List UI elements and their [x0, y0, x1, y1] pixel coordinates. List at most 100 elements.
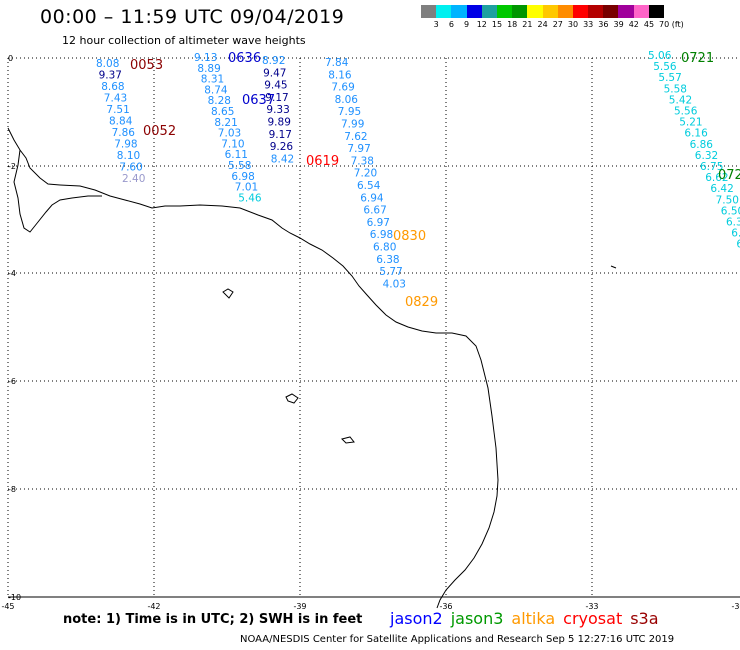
credit-footer: NOAA/NESDIS Center for Satellite Applica…: [240, 634, 675, 645]
wave-height-value: 6.62: [705, 172, 728, 184]
color-swatch: [421, 5, 437, 18]
y-tick-label: -8: [8, 485, 16, 494]
wave-height-value: 9.26: [270, 141, 294, 153]
wave-height-value: 7.01: [235, 182, 258, 194]
color-scale-label: 9: [464, 20, 470, 29]
footnote: note: 1) Time is in UTC; 2) SWH is in fe…: [63, 612, 363, 627]
color-scale-label: 3: [433, 20, 439, 29]
color-scale-bar: [421, 5, 664, 18]
wave-height-value: 6.86: [690, 139, 714, 151]
y-tick-label: -6: [8, 377, 16, 386]
wave-height-value: 6.32: [695, 150, 718, 162]
wave-height-value: 6.97: [367, 217, 390, 229]
color-scale-label: 15: [491, 20, 503, 29]
pass-times: 0053 0052 0636 0637 0619 0830 0829 0721 072: [130, 51, 740, 310]
wave-height-value: 8.84: [109, 116, 133, 128]
wave-height-value: 9.17: [265, 92, 288, 104]
wave-height-value: 2.40: [122, 173, 145, 185]
legend-item: jason3: [450, 609, 504, 628]
y-tick-label: -10: [8, 593, 21, 602]
color-swatch: [572, 5, 589, 18]
axis-ticks: -45 -42 -39 -36 -33 -30 0 -2 -4 -6 -8 -10: [1, 54, 740, 611]
map-subtitle: 12 hour collection of altimeter wave hei…: [62, 34, 306, 47]
wave-height-value: 5.57: [658, 72, 681, 84]
color-scale-label: 33: [583, 20, 594, 29]
wave-height-value: 6.94: [360, 192, 384, 204]
wave-height-value: 7.69: [331, 82, 354, 94]
wave-height-value: 6.98: [231, 171, 254, 183]
y-tick-label: -4: [8, 269, 16, 278]
pass-time-label: 0636: [228, 51, 261, 66]
pass-time-label: 0052: [143, 124, 176, 139]
island-3: [341, 436, 355, 444]
color-swatch: [466, 5, 482, 18]
wave-height-value: 7.95: [338, 106, 361, 118]
wave-height-value: 8.08: [96, 58, 119, 70]
wave-height-value: 6.80: [373, 242, 396, 254]
color-scale-label: 18: [507, 20, 518, 29]
color-swatch: [603, 5, 619, 18]
wave-height-value: 8.65: [211, 106, 234, 118]
wave-height-value: 6.67: [363, 205, 386, 217]
color-swatch: [436, 5, 452, 18]
wave-height-value: 5.21: [679, 117, 702, 129]
wave-height-value: 7.97: [347, 143, 370, 155]
color-swatch: [542, 5, 558, 18]
color-scale-label: 36: [598, 20, 609, 29]
color-scale-label: 39: [613, 20, 624, 29]
color-scale-label: 24: [537, 20, 548, 29]
x-tick-label: -39: [293, 602, 306, 611]
wave-height-value: 9.47: [263, 67, 286, 79]
pass-time-label: 0721: [681, 51, 714, 66]
wave-height-value: 6.16: [684, 128, 708, 140]
pass-time-label: 0829: [405, 295, 438, 310]
color-scale-label: 21: [522, 20, 533, 29]
wave-height-value: 8.89: [197, 63, 220, 75]
map-title: 00:00 – 11:59 UTC 09/04/2019: [40, 6, 345, 28]
color-scale-label: 70 (ft): [659, 20, 684, 29]
wave-height-value: 8.16: [328, 69, 352, 81]
color-swatch: [618, 5, 634, 18]
wave-height-value: 9.17: [269, 129, 292, 141]
legend-item: jason2: [390, 609, 443, 628]
color-scale-labels: 3 6 9 12 15 18 21 24 27 30 33 36 39 42 45 70 (ft): [421, 20, 740, 32]
wave-height-value: 8.68: [101, 81, 124, 93]
wave-height-value: 7.86: [112, 127, 136, 139]
wave-height-value: 6.35: [726, 217, 740, 229]
wave-height-value: 6.98: [370, 229, 393, 241]
wave-height-value: 8.74: [204, 84, 228, 96]
pass-time-label: 0053: [130, 58, 163, 73]
wave-height-value: 7.84: [325, 57, 349, 69]
color-swatch: [481, 5, 497, 18]
wave-height-value: 8.10: [117, 150, 140, 162]
color-swatch: [496, 5, 513, 18]
wave-height-value: 8.92: [262, 55, 285, 67]
wave-height-value: 5.56: [674, 106, 698, 118]
wave-height-value: 7.38: [351, 155, 374, 167]
wave-height-value: 7.62: [344, 131, 367, 143]
wave-height-value: 7.43: [104, 93, 127, 105]
wave-height-value: 6.54: [357, 180, 381, 192]
wave-height-value: 7.60: [119, 162, 142, 174]
map-grid: [7, 57, 740, 598]
wave-height-value: 6.50: [721, 205, 740, 217]
coastline: [59, 184, 499, 609]
color-swatch: [527, 5, 543, 18]
color-scale-label: 42: [628, 20, 639, 29]
color-scale-label: 27: [552, 20, 563, 29]
wave-height-value: 6.48: [736, 239, 740, 251]
island-1: [222, 288, 234, 299]
wave-height-value: 5.58: [664, 83, 687, 95]
wave-height-value: 7.10: [221, 138, 244, 150]
wave-height-value: 8.21: [214, 117, 237, 129]
color-swatch: [588, 5, 604, 18]
coastline-west: [7, 127, 102, 233]
color-scale-label: 45: [643, 20, 655, 29]
wave-height-value: 5.46: [238, 192, 262, 204]
wave-height-value: 6.38: [376, 254, 399, 266]
wave-height-value: 6.75: [700, 161, 723, 173]
x-tick-label: -30: [731, 602, 740, 611]
legend-item: cryosat: [563, 609, 623, 628]
wave-height-value: 8.42: [271, 153, 294, 165]
